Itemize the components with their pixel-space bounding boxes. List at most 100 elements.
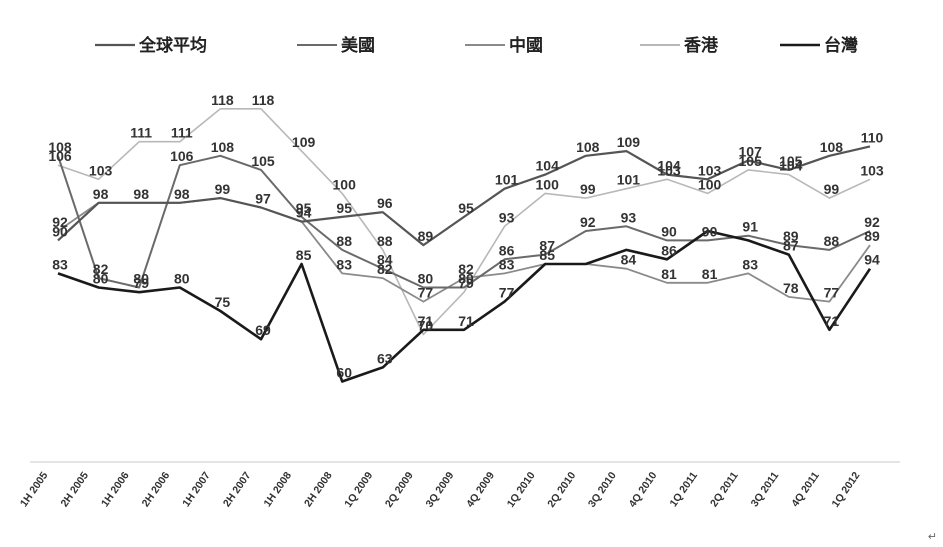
- data-label: 108: [820, 139, 844, 155]
- x-tick-label: 3Q 2011: [749, 470, 782, 510]
- x-tick-label: 2H 2008: [302, 470, 335, 510]
- data-label: 108: [48, 139, 72, 155]
- data-label: 77: [824, 285, 840, 301]
- data-label: 82: [458, 261, 474, 277]
- data-label: 75: [215, 294, 231, 310]
- x-tick-label: 1H 2005: [18, 470, 51, 510]
- data-label: 111: [171, 125, 193, 141]
- data-label: 69: [255, 322, 271, 338]
- data-label: 92: [580, 214, 596, 230]
- data-label: 88: [377, 233, 393, 249]
- data-label: 83: [499, 256, 515, 272]
- data-label: 106: [170, 148, 194, 164]
- data-label: 100: [333, 176, 357, 192]
- data-label: 82: [377, 261, 393, 277]
- data-label: 98: [174, 186, 190, 202]
- x-tick-label: 2H 2005: [58, 470, 91, 510]
- data-label: 103: [89, 162, 113, 178]
- data-label: 101: [617, 172, 641, 188]
- series-line: [57, 145, 871, 247]
- data-label: 92: [52, 214, 68, 230]
- data-label: 83: [336, 256, 352, 272]
- x-tick-label: 1Q 2011: [667, 470, 700, 510]
- data-label: 107: [739, 144, 763, 160]
- data-label: 88: [824, 233, 840, 249]
- data-label: 80: [133, 270, 149, 286]
- corner-mark: ↵: [927, 530, 937, 543]
- x-tick-label: 1H 2007: [180, 470, 213, 510]
- data-label: 89: [783, 228, 799, 244]
- data-label: 78: [783, 280, 799, 296]
- x-tick-label: 2H 2007: [221, 470, 254, 510]
- data-label: 87: [539, 238, 555, 254]
- x-tick-label: 4Q 2010: [627, 470, 660, 510]
- data-label: 90: [52, 223, 68, 239]
- data-label: 108: [211, 139, 235, 155]
- x-tick-labels: 1H 2005 2H 2005 1H 2006 2H 2006 1H 2007 2H 20…: [18, 470, 863, 510]
- data-label: 80: [93, 270, 109, 286]
- data-label: 94: [864, 252, 880, 268]
- data-label: 83: [742, 256, 758, 272]
- data-label: 86: [499, 242, 515, 258]
- data-label: 80: [174, 270, 190, 286]
- data-label: 81: [702, 266, 718, 282]
- x-tick-label: 1Q 2010: [505, 470, 538, 510]
- data-label: 103: [698, 162, 722, 178]
- x-tick-label: 1H 2008: [261, 470, 294, 510]
- data-label: 111: [130, 125, 152, 141]
- legend-label: 香港: [684, 35, 719, 56]
- data-label: 99: [215, 181, 231, 197]
- data-label: 103: [860, 162, 884, 178]
- data-label: 104: [779, 158, 803, 174]
- data-label: 93: [621, 209, 637, 225]
- data-label: 98: [133, 186, 149, 202]
- x-tick-label: 2Q 2010: [545, 470, 578, 510]
- data-label: 83: [52, 256, 68, 272]
- data-label: 105: [251, 153, 275, 169]
- data-label: 63: [377, 350, 393, 366]
- data-label: 105: [779, 153, 803, 169]
- data-label: 103: [657, 162, 681, 178]
- data-label: 86: [661, 242, 677, 258]
- data-label: 79: [458, 275, 474, 291]
- legend-label: 全球平均: [138, 35, 207, 56]
- data-label: 94: [296, 205, 312, 221]
- data-label: 95: [296, 200, 312, 216]
- x-tick-label: 1Q 2009: [342, 470, 375, 510]
- data-label: 100: [536, 176, 560, 192]
- data-label: 108: [576, 139, 600, 155]
- x-tick-label: 3Q 2009: [424, 470, 457, 510]
- legend-label: 中國: [509, 35, 543, 56]
- data-label: 97: [255, 191, 271, 207]
- x-tick-label: 3Q 2010: [586, 470, 619, 510]
- data-label: 85: [539, 247, 555, 263]
- data-label: 104: [536, 158, 560, 174]
- x-tick-label: 4Q 2009: [464, 470, 497, 510]
- chart-legend: 全球平均 美國 中國 香港 台灣: [95, 35, 858, 56]
- data-label: 90: [702, 223, 718, 239]
- x-tick-label: 2Q 2009: [383, 470, 416, 510]
- data-label: 71: [824, 313, 840, 329]
- data-label: 100: [698, 176, 722, 192]
- x-tick-label: 1H 2006: [99, 470, 132, 510]
- data-label: 96: [377, 195, 393, 211]
- x-tick-label: 2Q 2011: [708, 470, 741, 510]
- data-label: 85: [296, 247, 312, 263]
- data-label: 118: [211, 92, 234, 108]
- data-label: 89: [418, 228, 434, 244]
- data-label: 110: [861, 129, 884, 145]
- data-label: 99: [824, 181, 840, 197]
- data-label: 104: [657, 158, 681, 174]
- data-label: 87: [783, 238, 799, 254]
- data-label: 70: [418, 317, 434, 333]
- x-tick-label: 1Q 2012: [830, 470, 863, 510]
- series-lines: [57, 108, 872, 383]
- x-tick-label: 4Q 2011: [789, 470, 822, 510]
- data-label: 80: [418, 270, 434, 286]
- legend-label: 台灣: [824, 35, 858, 56]
- data-label: 80: [458, 270, 474, 286]
- data-label: 77: [499, 285, 515, 301]
- data-label: 95: [458, 200, 474, 216]
